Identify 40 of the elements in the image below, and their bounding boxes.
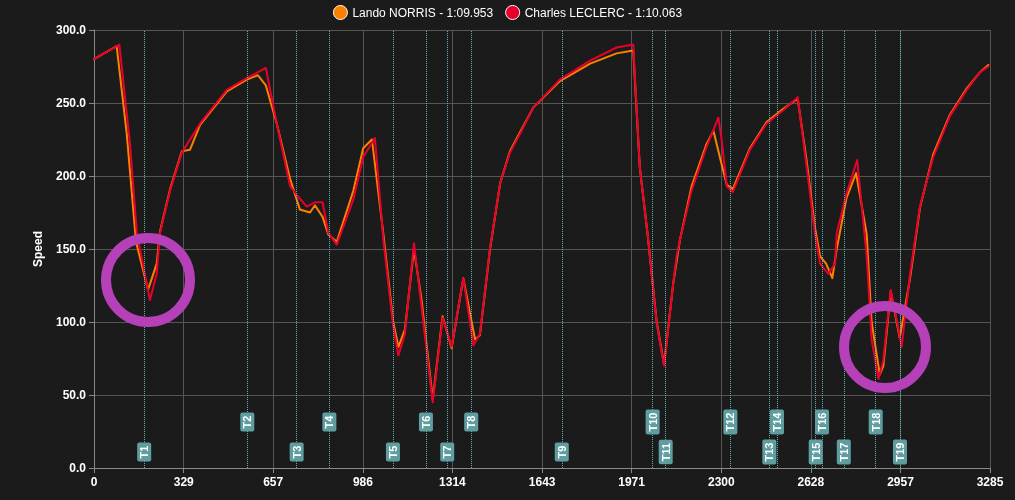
x-tick-label: 2628: [797, 475, 825, 489]
ref-line-label: T19: [893, 442, 906, 462]
legend-label: Charles LECLERC - 1:10.063: [524, 5, 683, 20]
x-tick-label: 986: [352, 475, 374, 489]
ref-line-label: T2: [241, 415, 254, 429]
ref-line-label: T14: [770, 411, 783, 432]
x-tick-label: 1971: [618, 475, 646, 489]
ref-line-label: T10: [646, 412, 659, 432]
ref-line-label: T5: [386, 445, 399, 459]
ref-line-label: T16: [815, 412, 828, 432]
x-tick-label: 1643: [528, 475, 556, 489]
ref-line-label: T8: [465, 415, 478, 429]
x-tick-label: 329: [173, 475, 195, 489]
x-tick-label: 1314: [439, 475, 467, 489]
y-tick-label: 300.0: [55, 23, 87, 37]
legend-label: Lando NORRIS - 1:09.953: [352, 5, 494, 20]
y-axis-title: Speed: [31, 230, 45, 268]
x-tick-label: 657: [263, 475, 284, 489]
y-tick-label: 50.0: [62, 388, 87, 402]
ref-line-label: T13: [763, 442, 776, 462]
ref-line-label: T1: [138, 445, 151, 459]
ref-line-label: T18: [869, 412, 882, 432]
ref-line-label: T7: [441, 445, 454, 459]
ref-line-label: T3: [290, 445, 303, 459]
ref-line-label: T12: [724, 412, 737, 432]
y-tick-label: 0.0: [69, 461, 87, 475]
y-tick-label: 200.0: [55, 169, 87, 183]
y-tick-label: 100.0: [55, 315, 87, 329]
ref-line-label: T4: [323, 414, 336, 429]
ref-line-label: T15: [809, 442, 822, 462]
x-tick-label: 2300: [707, 475, 736, 489]
y-tick-label: 250.0: [55, 96, 87, 110]
ref-line-label: T9: [555, 445, 568, 459]
x-tick-label: 3285: [976, 475, 1004, 489]
ref-line-label: T6: [419, 415, 432, 429]
x-tick-label: 2957: [887, 475, 915, 489]
ref-line-label: T11: [659, 442, 672, 462]
ref-line-label: T17: [837, 442, 850, 462]
x-tick-label: 0: [90, 475, 98, 489]
y-tick-label: 150.0: [55, 242, 87, 256]
